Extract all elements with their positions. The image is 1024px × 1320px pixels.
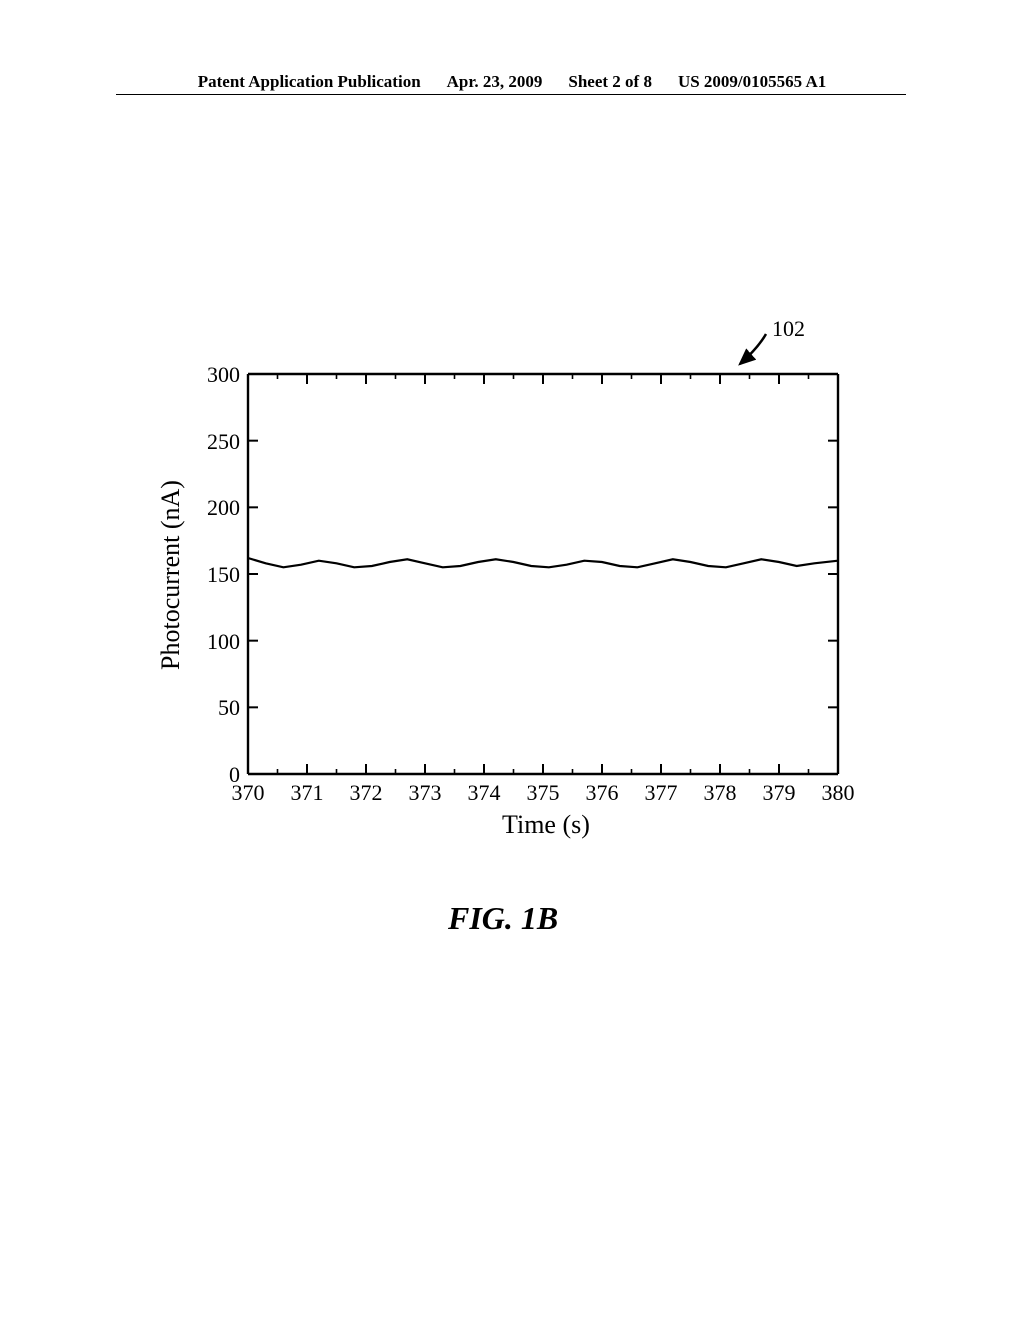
x-tick-label: 372 — [344, 780, 388, 806]
x-tick-label: 371 — [285, 780, 329, 806]
y-tick-label: 200 — [190, 495, 240, 521]
publication-number: US 2009/0105565 A1 — [678, 72, 826, 92]
publication-label: Patent Application Publication — [198, 72, 421, 92]
x-tick-label: 379 — [757, 780, 801, 806]
y-tick-label: 300 — [190, 362, 240, 388]
x-tick-label: 377 — [639, 780, 683, 806]
x-tick-label: 378 — [698, 780, 742, 806]
x-tick-label: 376 — [580, 780, 624, 806]
x-tick-label: 380 — [816, 780, 860, 806]
figure-container: 102 Photocurrent (nA) Time (s) 050100150… — [132, 310, 892, 880]
sheet-number: Sheet 2 of 8 — [568, 72, 652, 92]
photocurrent-chart — [132, 310, 892, 810]
y-axis-label: Photocurrent (nA) — [156, 480, 186, 670]
header-rule — [116, 94, 906, 95]
publication-date: Apr. 23, 2009 — [447, 72, 543, 92]
x-tick-label: 375 — [521, 780, 565, 806]
x-tick-label: 374 — [462, 780, 506, 806]
callout-arrow-icon — [720, 324, 780, 384]
y-tick-label: 100 — [190, 629, 240, 655]
page-header: Patent Application Publication Apr. 23, … — [0, 72, 1024, 92]
y-tick-label: 50 — [190, 695, 240, 721]
y-tick-label: 250 — [190, 429, 240, 455]
figure-caption: FIG. 1B — [448, 900, 558, 937]
x-tick-label: 370 — [226, 780, 270, 806]
y-tick-label: 150 — [190, 562, 240, 588]
x-tick-label: 373 — [403, 780, 447, 806]
x-axis-label: Time (s) — [502, 810, 590, 840]
